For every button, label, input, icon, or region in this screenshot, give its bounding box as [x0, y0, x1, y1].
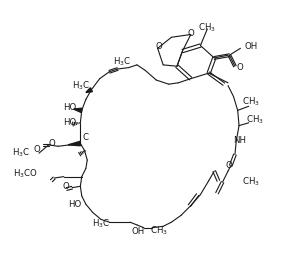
Text: CH$_3$: CH$_3$	[242, 176, 260, 189]
Polygon shape	[73, 108, 82, 113]
Text: HO: HO	[63, 103, 76, 112]
Text: CH$_3$: CH$_3$	[246, 114, 264, 126]
Text: O: O	[188, 29, 194, 38]
Text: OH: OH	[132, 227, 145, 236]
Text: CH$_3$: CH$_3$	[242, 96, 260, 108]
Text: H$_3$C: H$_3$C	[13, 147, 31, 160]
Polygon shape	[68, 141, 81, 146]
Text: C: C	[83, 134, 89, 142]
Text: NH: NH	[234, 136, 247, 145]
Text: H$_3$C: H$_3$C	[113, 56, 131, 68]
Text: H$_3$C: H$_3$C	[92, 217, 110, 230]
Text: H$_3$C: H$_3$C	[72, 79, 90, 92]
Text: CH$_3$: CH$_3$	[150, 224, 168, 237]
Text: O: O	[155, 42, 162, 51]
Text: O: O	[63, 182, 69, 191]
Text: HO: HO	[63, 118, 76, 127]
Polygon shape	[86, 88, 92, 92]
Text: O: O	[225, 161, 232, 170]
Text: O: O	[33, 145, 40, 153]
Text: HO: HO	[68, 200, 82, 209]
Text: O: O	[49, 139, 56, 148]
Text: O: O	[236, 63, 243, 72]
Text: H$_3$CO: H$_3$CO	[13, 168, 37, 180]
Text: CH$_3$: CH$_3$	[198, 21, 216, 34]
Text: OH: OH	[245, 43, 258, 51]
